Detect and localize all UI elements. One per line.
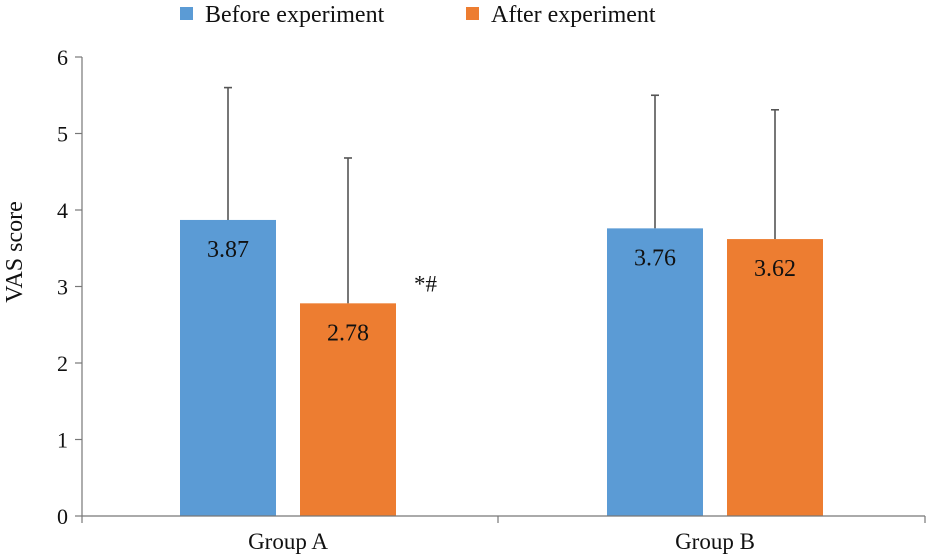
- legend: Before experiment After experiment: [180, 2, 656, 28]
- x-tick-label: Group A: [248, 529, 328, 554]
- bar: [607, 228, 703, 517]
- y-axis-label: VAS score: [2, 201, 28, 303]
- y-tick-label: 5: [57, 122, 68, 147]
- y-tick-label: 1: [57, 428, 68, 453]
- bar: [727, 239, 823, 516]
- data-label: 3.62: [754, 256, 796, 282]
- data-label: 3.87: [207, 237, 249, 263]
- x-tick-label: Group B: [675, 529, 755, 554]
- bar: [300, 303, 396, 516]
- x-axis: Group A Group B: [81, 515, 926, 554]
- legend-swatch: [180, 7, 193, 20]
- significance-annotation: *#: [414, 271, 438, 296]
- y-tick-label: 6: [57, 45, 68, 70]
- y-tick-label: 2: [57, 351, 68, 376]
- y-tick-label: 4: [57, 198, 68, 223]
- data-label: 3.76: [634, 245, 676, 271]
- legend-label: After experiment: [491, 2, 656, 28]
- legend-label: Before experiment: [205, 2, 385, 28]
- y-tick-label: 3: [57, 275, 68, 300]
- bar: [180, 219, 276, 516]
- legend-swatch: [466, 7, 479, 20]
- data-label: 2.78: [327, 320, 369, 346]
- y-axis: 0 1 2 3 4 5 6: [57, 45, 83, 529]
- y-tick-label: 0: [57, 504, 68, 529]
- bars: 3.87 3.76 2.78 3.62 *#: [180, 86, 823, 517]
